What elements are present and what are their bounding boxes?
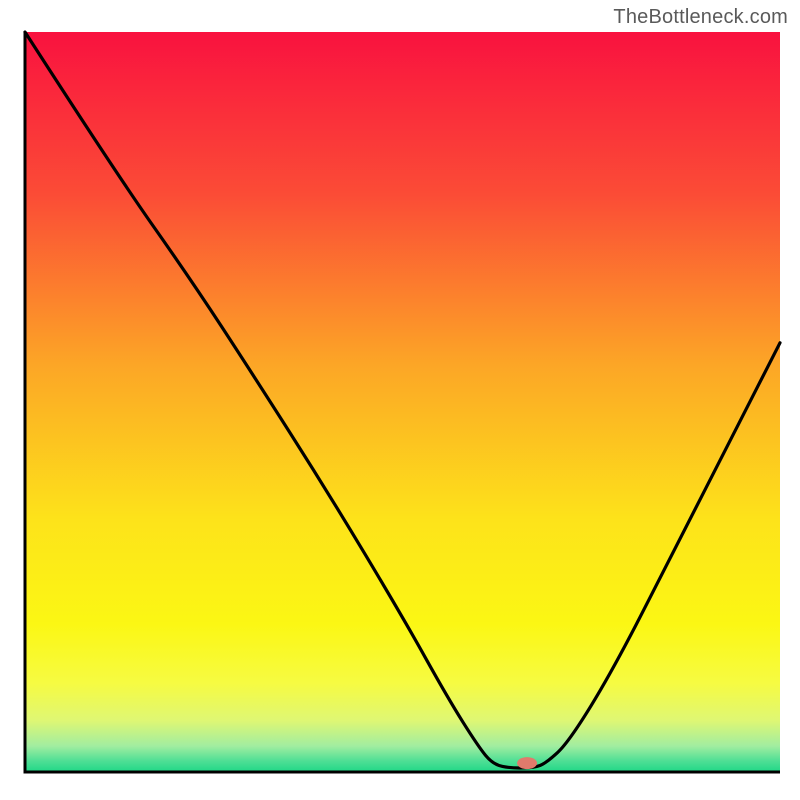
optimal-point-marker: [517, 757, 537, 769]
bottleneck-chart: [0, 0, 800, 800]
gradient-background: [25, 32, 780, 772]
plot-area: [25, 32, 780, 772]
chart-container: TheBottleneck.com: [0, 0, 800, 800]
